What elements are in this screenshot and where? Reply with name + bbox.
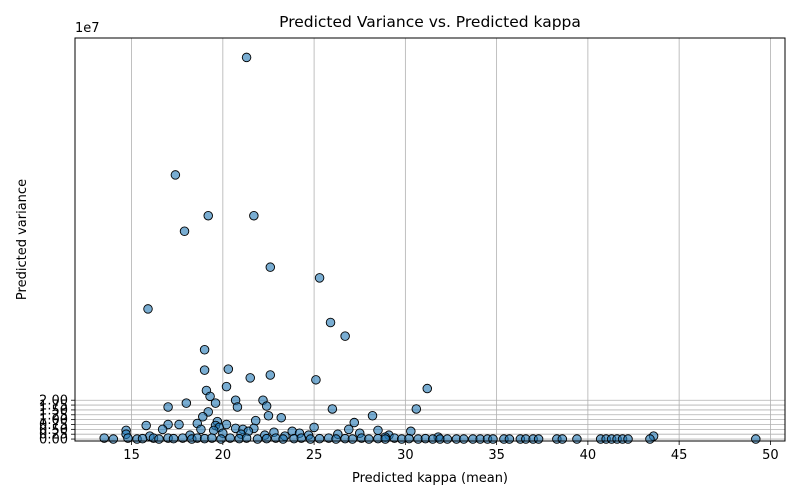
data-point	[216, 434, 226, 444]
y-tick-label: 1.75	[39, 399, 68, 414]
data-point	[422, 383, 433, 394]
y-tick-label: 1.00	[39, 413, 68, 428]
data-point	[252, 434, 263, 444]
data-point	[137, 433, 148, 444]
data-point	[557, 434, 568, 444]
data-point	[221, 381, 232, 392]
data-point	[314, 273, 325, 283]
data-point	[340, 331, 350, 341]
x-tick-label: 15	[123, 448, 140, 463]
y-tick-label: 0.00	[39, 433, 68, 448]
data-points	[99, 52, 761, 444]
y-tick-label: 1.50	[39, 403, 68, 418]
data-point	[572, 434, 582, 444]
x-tick-label: 30	[397, 448, 414, 463]
data-point	[265, 262, 276, 272]
data-point	[225, 433, 235, 443]
data-point	[367, 411, 378, 421]
y-tick-label: 2.00	[39, 394, 68, 409]
data-point	[504, 434, 515, 444]
y-tick-label: 0.50	[39, 423, 68, 438]
data-point	[223, 364, 234, 374]
data-point	[404, 433, 414, 444]
data-point	[249, 210, 259, 221]
data-point	[263, 411, 274, 421]
x-tick-label: 35	[488, 448, 505, 463]
data-point	[488, 434, 498, 444]
plot-frame	[74, 37, 786, 442]
data-point	[278, 434, 288, 444]
data-point	[331, 434, 341, 444]
data-point	[170, 170, 181, 180]
y-tick-label: 0.75	[39, 418, 68, 433]
x-axis-title: Predicted kappa (mean)	[352, 471, 508, 486]
data-point	[163, 402, 173, 412]
x-tick-label: 20	[215, 448, 232, 463]
data-point	[645, 434, 655, 444]
data-point	[373, 425, 383, 436]
data-point	[533, 434, 544, 444]
data-point	[207, 433, 217, 443]
data-point	[459, 434, 469, 444]
data-point	[261, 401, 272, 411]
data-point	[250, 415, 261, 426]
data-point	[210, 398, 221, 408]
data-point	[196, 424, 206, 435]
y-axis-title: Predicted variance	[15, 179, 30, 300]
data-point	[241, 433, 252, 443]
data-point	[203, 210, 213, 221]
data-point	[123, 433, 133, 443]
data-point	[309, 422, 319, 433]
data-point	[305, 434, 316, 444]
data-point	[99, 433, 109, 443]
data-point	[143, 304, 153, 314]
data-point	[208, 425, 219, 436]
data-point	[177, 433, 188, 443]
data-point	[232, 402, 243, 412]
data-point	[380, 434, 391, 444]
data-point	[261, 433, 272, 444]
chart-title: Predicted Variance vs. Predicted kappa	[279, 13, 581, 31]
data-point	[344, 424, 354, 435]
data-point	[296, 433, 307, 443]
data-point	[751, 434, 761, 444]
data-point	[276, 412, 286, 423]
y-axis-ticks: 0.000.250.500.751.001.251.501.752.00	[39, 394, 75, 448]
data-point	[174, 419, 184, 430]
data-point	[241, 52, 252, 63]
data-point	[411, 404, 422, 414]
data-point	[311, 375, 321, 385]
data-point	[325, 317, 336, 328]
y-axis-offset-label: 1e7	[75, 21, 100, 36]
data-point	[347, 434, 358, 444]
data-point	[314, 433, 325, 444]
data-point	[108, 434, 119, 444]
data-point	[198, 411, 208, 422]
data-point	[364, 434, 374, 444]
x-tick-label: 40	[580, 448, 597, 463]
data-point	[349, 417, 360, 428]
data-point	[181, 398, 192, 408]
data-point	[442, 434, 453, 444]
data-point	[157, 424, 168, 435]
data-point	[623, 434, 633, 444]
data-point	[327, 404, 338, 414]
y-tick-label: 1.25	[39, 408, 68, 423]
x-tick-label: 45	[671, 448, 688, 463]
x-tick-label: 25	[306, 448, 323, 463]
data-point	[265, 370, 276, 380]
data-point	[245, 373, 255, 383]
data-point	[179, 226, 190, 236]
data-point	[168, 433, 179, 444]
y-tick-label: 0.25	[39, 428, 68, 443]
data-point	[154, 434, 164, 444]
data-point	[199, 365, 210, 375]
data-point	[199, 344, 210, 355]
x-tick-label: 50	[762, 448, 779, 463]
x-axis-ticks: 15 20 25 30 35 40 45 50	[123, 441, 779, 463]
data-point	[141, 420, 151, 431]
data-point	[205, 391, 215, 402]
